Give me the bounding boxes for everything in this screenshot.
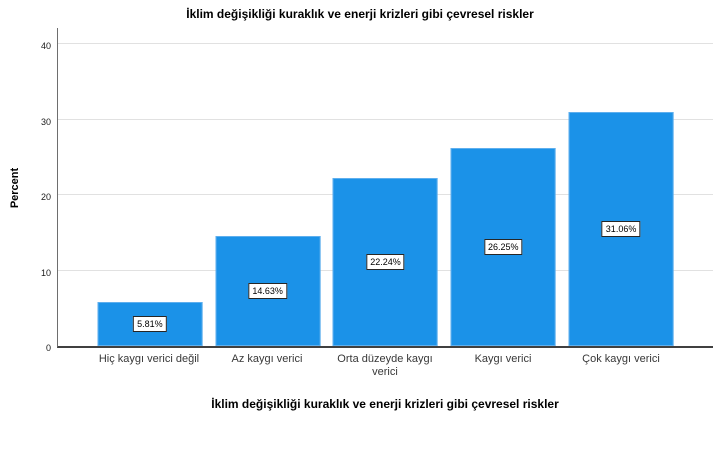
bar: 26.25% xyxy=(450,147,556,346)
chart-title: İklim değişikliği kuraklık ve enerji kri… xyxy=(186,7,534,21)
y-tick-label: 40 xyxy=(40,41,51,51)
bar: 14.63% xyxy=(215,235,321,346)
bar: 22.24% xyxy=(333,178,438,346)
x-axis-category-labels: Hiç kaygı verici değil Az kaygı verici Ort… xyxy=(90,353,680,379)
bar: 31.06% xyxy=(568,111,674,346)
y-tick-label: 0 xyxy=(45,343,51,353)
x-axis-title: İklim değişikliği kuraklık ve enerji kri… xyxy=(211,397,559,411)
bar-value-label: 22.24% xyxy=(366,254,405,271)
bar-slot: 5.81% xyxy=(91,28,209,346)
category-label: Hiç kaygı verici değil xyxy=(98,353,200,365)
gridline xyxy=(58,118,713,120)
category-label: Az kaygı verici xyxy=(231,353,303,365)
gridline xyxy=(58,43,713,44)
bars-row: 5.81% 14.63% 22.24% 26.25% 31.06% xyxy=(91,28,680,346)
y-axis-title-container: Percent xyxy=(4,28,26,348)
plot-area: 5.81% 14.63% 22.24% 26.25% 31.06% xyxy=(57,28,713,348)
bar-value-label: 14.63% xyxy=(248,282,287,299)
bar: 5.81% xyxy=(97,302,203,346)
y-tick-label: 20 xyxy=(40,192,51,202)
bar-value-label: 5.81% xyxy=(133,316,167,333)
y-tick-label: 30 xyxy=(40,116,51,127)
category-label: Orta düzeyde kaygı verici xyxy=(337,353,433,378)
bar-slot: 22.24% xyxy=(327,28,445,346)
category-label: Çok kaygı verici xyxy=(582,353,660,365)
bar-slot: 14.63% xyxy=(209,28,327,346)
bar-slot: 31.06% xyxy=(562,28,680,346)
bar-value-label: 26.25% xyxy=(484,238,523,255)
bar-slot: 26.25% xyxy=(444,28,562,346)
category-label: Kaygı verici xyxy=(474,353,532,365)
bar-value-label: 31.06% xyxy=(601,220,641,237)
y-tick-label: 10 xyxy=(40,267,51,278)
